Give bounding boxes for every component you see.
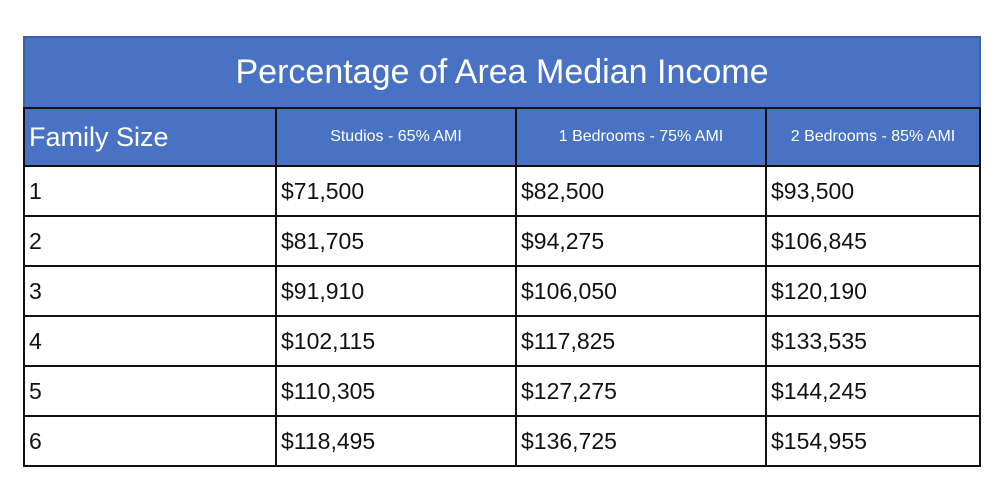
table-cell: $117,825 <box>515 315 767 367</box>
table-cell: $110,305 <box>275 365 517 417</box>
table-title: Percentage of Area Median Income <box>23 36 981 109</box>
table-cell: $82,500 <box>515 165 767 217</box>
table-cell: 2 <box>23 215 277 267</box>
table-row: 5 $110,305 $127,275 $144,245 <box>23 365 981 417</box>
table-cell: $133,535 <box>765 315 981 367</box>
table-cell: 4 <box>23 315 277 367</box>
table-cell: 6 <box>23 415 277 467</box>
table-cell: 5 <box>23 365 277 417</box>
table-cell: $102,115 <box>275 315 517 367</box>
table-body: 1 $71,500 $82,500 $93,500 2 $81,705 $94,275 $10… <box>23 165 981 467</box>
table-cell: $81,705 <box>275 215 517 267</box>
table-cell: $144,245 <box>765 365 981 417</box>
table-row: 6 $118,495 $136,725 $154,955 <box>23 415 981 467</box>
column-header: 1 Bedrooms - 75% AMI <box>515 107 767 167</box>
table-cell: $154,955 <box>765 415 981 467</box>
column-header: 2 Bedrooms - 85% AMI <box>765 107 981 167</box>
header-row: Family Size Studios - 65% AMI 1 Bedrooms -… <box>23 107 981 167</box>
table-cell: $120,190 <box>765 265 981 317</box>
table-row: 2 $81,705 $94,275 $106,845 <box>23 215 981 267</box>
table-row: 1 $71,500 $82,500 $93,500 <box>23 165 981 217</box>
table-cell: $118,495 <box>275 415 517 467</box>
table-cell: 3 <box>23 265 277 317</box>
column-header: Studios - 65% AMI <box>275 107 517 167</box>
table-cell: 1 <box>23 165 277 217</box>
table-cell: $93,500 <box>765 165 981 217</box>
table-cell: $106,050 <box>515 265 767 317</box>
table-cell: $91,910 <box>275 265 517 317</box>
table-cell: $94,275 <box>515 215 767 267</box>
income-table: Percentage of Area Median Income Family … <box>23 36 981 467</box>
table-cell: $71,500 <box>275 165 517 217</box>
table-cell: $106,845 <box>765 215 981 267</box>
table-row: 3 $91,910 $106,050 $120,190 <box>23 265 981 317</box>
table-cell: $127,275 <box>515 365 767 417</box>
column-header: Family Size <box>23 107 277 167</box>
table-cell: $136,725 <box>515 415 767 467</box>
table-row: 4 $102,115 $117,825 $133,535 <box>23 315 981 367</box>
